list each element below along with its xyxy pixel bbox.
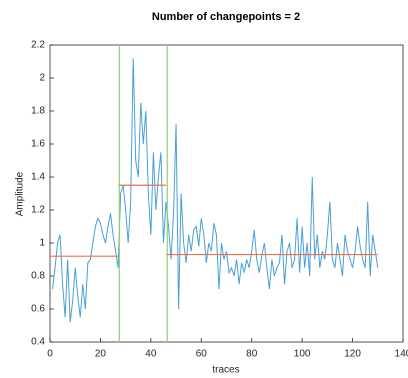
x-axis-label: traces	[212, 365, 239, 376]
y-axis-label: Amplitude	[15, 171, 26, 216]
x-tick-label: 0	[47, 349, 53, 360]
y-tick-label: 1.8	[31, 106, 45, 117]
y-tick-label: 1.4	[31, 172, 45, 183]
x-tick-label: 100	[294, 349, 311, 360]
y-tick-label: 2.2	[31, 40, 45, 51]
y-tick-label: 2	[39, 73, 45, 84]
y-tick-label: 0.6	[31, 304, 45, 315]
x-tick-label: 60	[196, 349, 208, 360]
y-tick-label: 0.8	[31, 271, 45, 282]
x-tick-label: 120	[344, 349, 361, 360]
plot-area	[49, 44, 404, 343]
x-tick-label: 80	[246, 349, 258, 360]
x-tick-label: 20	[95, 349, 107, 360]
y-tick-label: 1.6	[31, 139, 45, 150]
x-tick-label: 140	[395, 349, 408, 360]
y-tick-label: 1	[39, 238, 45, 249]
y-tick-label: 1.2	[31, 205, 45, 216]
data-line	[52, 58, 379, 323]
y-tick-label: 0.4	[31, 337, 45, 348]
x-tick-label: 40	[145, 349, 157, 360]
chart-title: Number of changepoints = 2	[152, 11, 300, 23]
